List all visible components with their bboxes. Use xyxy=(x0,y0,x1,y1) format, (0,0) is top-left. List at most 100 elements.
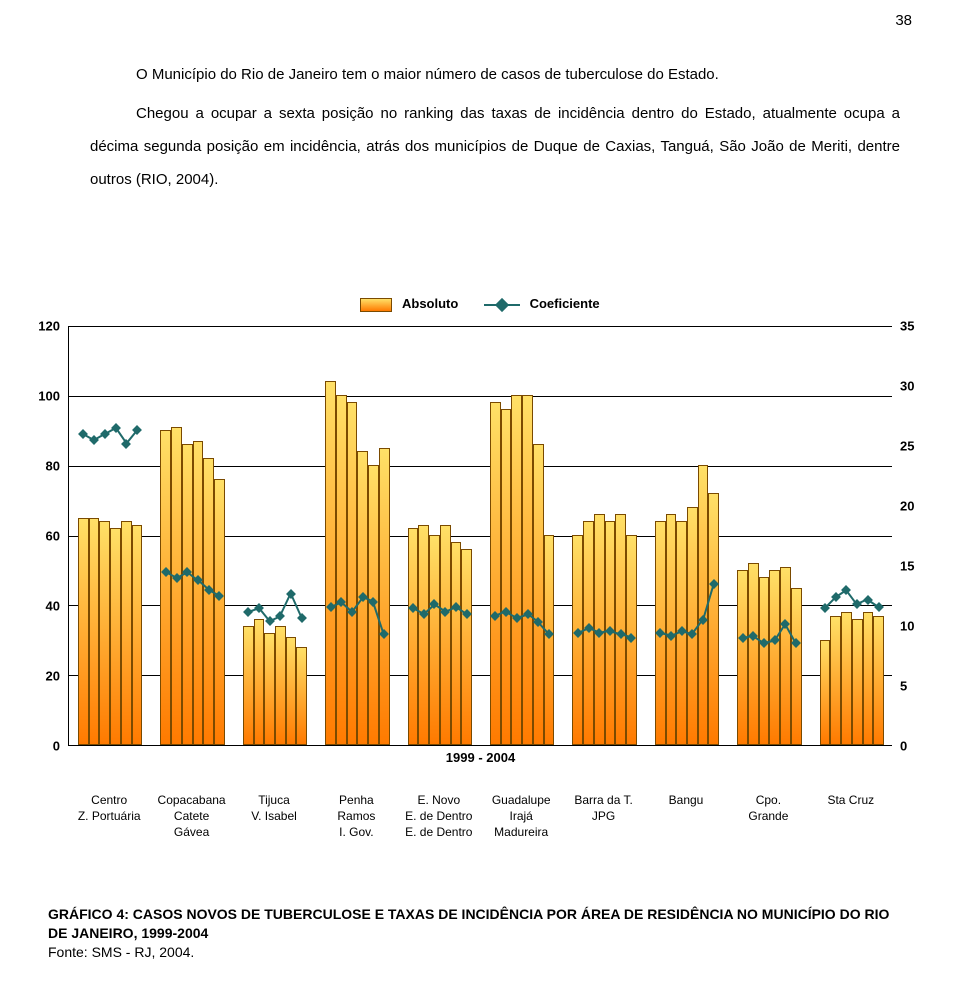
legend-swatch-line xyxy=(484,299,520,311)
bar xyxy=(830,616,841,746)
x-label-group: CopacabanaCateteGávea xyxy=(150,792,232,841)
bar xyxy=(264,633,275,745)
bar xyxy=(171,427,182,746)
bar xyxy=(286,637,297,746)
caption-title: GRÁFICO 4: CASOS NOVOS DE TUBERCULOSE E … xyxy=(48,905,912,943)
legend-label-absoluto: Absoluto xyxy=(402,296,458,311)
x-label: Copacabana xyxy=(150,792,232,808)
x-label-group: Sta Cruz xyxy=(810,792,892,808)
bar xyxy=(110,528,121,745)
bar xyxy=(275,626,286,745)
bar xyxy=(841,612,852,745)
intro-text: O Município do Rio de Janeiro tem o maio… xyxy=(90,58,900,202)
page: { "page_number": "38", "intro_paragraphs… xyxy=(0,0,960,996)
bar xyxy=(780,567,791,746)
y-right-tick: 5 xyxy=(900,679,907,694)
y-right-tick: 10 xyxy=(900,619,914,634)
y-left-tick: 20 xyxy=(46,669,60,684)
y-left-tick: 40 xyxy=(46,598,60,613)
x-label: Ramos xyxy=(315,808,397,824)
bar xyxy=(820,640,831,745)
bar xyxy=(522,395,533,745)
grid-line xyxy=(69,326,892,327)
x-label-group: TijucaV. Isabel xyxy=(233,792,315,824)
y-left-tick: 100 xyxy=(38,388,60,403)
bar xyxy=(214,479,225,745)
intro-paragraph: O Município do Rio de Janeiro tem o maio… xyxy=(90,58,900,91)
y-right-tick: 0 xyxy=(900,739,907,754)
chart-legend: Absoluto Coeficiente xyxy=(0,296,960,312)
x-label: Irajá xyxy=(480,808,562,824)
x-label: Barra da T. xyxy=(562,792,644,808)
bar xyxy=(203,458,214,745)
legend-swatch-bar xyxy=(360,298,392,312)
bar xyxy=(572,535,583,745)
x-label: E. de Dentro xyxy=(398,824,480,840)
x-label: Grande xyxy=(727,808,809,824)
bar xyxy=(182,444,193,745)
x-label: Guadalupe xyxy=(480,792,562,808)
bar xyxy=(708,493,719,745)
x-label: JPG xyxy=(562,808,644,824)
intro-paragraph: Chegou a ocupar a sexta posição no ranki… xyxy=(90,97,900,196)
x-label-group: CentroZ. Portuária xyxy=(68,792,150,824)
x-label: Penha xyxy=(315,792,397,808)
x-label-group: E. NovoE. de DentroE. de Dentro xyxy=(398,792,480,841)
x-label-group: Bangu xyxy=(645,792,727,808)
x-label: E. de Dentro xyxy=(398,808,480,824)
y-right-tick: 15 xyxy=(900,559,914,574)
bar xyxy=(160,430,171,745)
y-left-tick: 80 xyxy=(46,458,60,473)
bar xyxy=(296,647,307,745)
bar xyxy=(336,395,347,745)
bar xyxy=(193,441,204,746)
x-label: V. Isabel xyxy=(233,808,315,824)
x-label: Z. Portuária xyxy=(68,808,150,824)
x-label-group: Barra da T.JPG xyxy=(562,792,644,824)
x-label: Catete xyxy=(150,808,232,824)
x-label: Cpo. xyxy=(727,792,809,808)
x-label: Tijuca xyxy=(233,792,315,808)
x-label-group: Cpo.Grande xyxy=(727,792,809,824)
bar xyxy=(852,619,863,745)
x-label: Gávea xyxy=(150,824,232,840)
bar xyxy=(748,563,759,745)
x-period-label: 1999 - 2004 xyxy=(113,750,848,765)
bar xyxy=(490,402,501,745)
bar xyxy=(132,525,143,746)
bar xyxy=(873,616,884,746)
y-right-tick: 30 xyxy=(900,379,914,394)
bar xyxy=(243,626,254,745)
bar xyxy=(544,535,555,745)
x-label: Bangu xyxy=(645,792,727,808)
bar xyxy=(759,577,770,745)
bar xyxy=(408,528,419,745)
y-left-tick: 0 xyxy=(53,739,60,754)
bar xyxy=(451,542,462,745)
bar xyxy=(254,619,265,745)
caption-source: Fonte: SMS - RJ, 2004. xyxy=(48,943,912,962)
bar xyxy=(863,612,874,745)
bar xyxy=(440,525,451,746)
y-right-tick: 20 xyxy=(900,499,914,514)
bar xyxy=(737,570,748,745)
grid-line xyxy=(69,396,892,397)
caption: GRÁFICO 4: CASOS NOVOS DE TUBERCULOSE E … xyxy=(48,905,912,962)
page-number: 38 xyxy=(895,12,912,29)
x-label: Centro xyxy=(68,792,150,808)
bar xyxy=(418,525,429,746)
bar xyxy=(666,514,677,745)
plot-area: 1999 - 2004 xyxy=(68,326,892,746)
bar xyxy=(791,588,802,746)
y-right-tick: 25 xyxy=(900,439,914,454)
legend-label-coeficiente: Coeficiente xyxy=(530,296,600,311)
y-axis-right: 05101520253035 xyxy=(896,326,936,746)
bar xyxy=(379,448,390,746)
x-label: E. Novo xyxy=(398,792,480,808)
bar xyxy=(461,549,472,745)
bar xyxy=(429,535,440,745)
y-left-tick: 120 xyxy=(38,319,60,334)
y-left-tick: 60 xyxy=(46,529,60,544)
x-axis-labels: CentroZ. PortuáriaCopacabanaCateteGáveaT… xyxy=(24,792,936,872)
x-label: Madureira xyxy=(480,824,562,840)
